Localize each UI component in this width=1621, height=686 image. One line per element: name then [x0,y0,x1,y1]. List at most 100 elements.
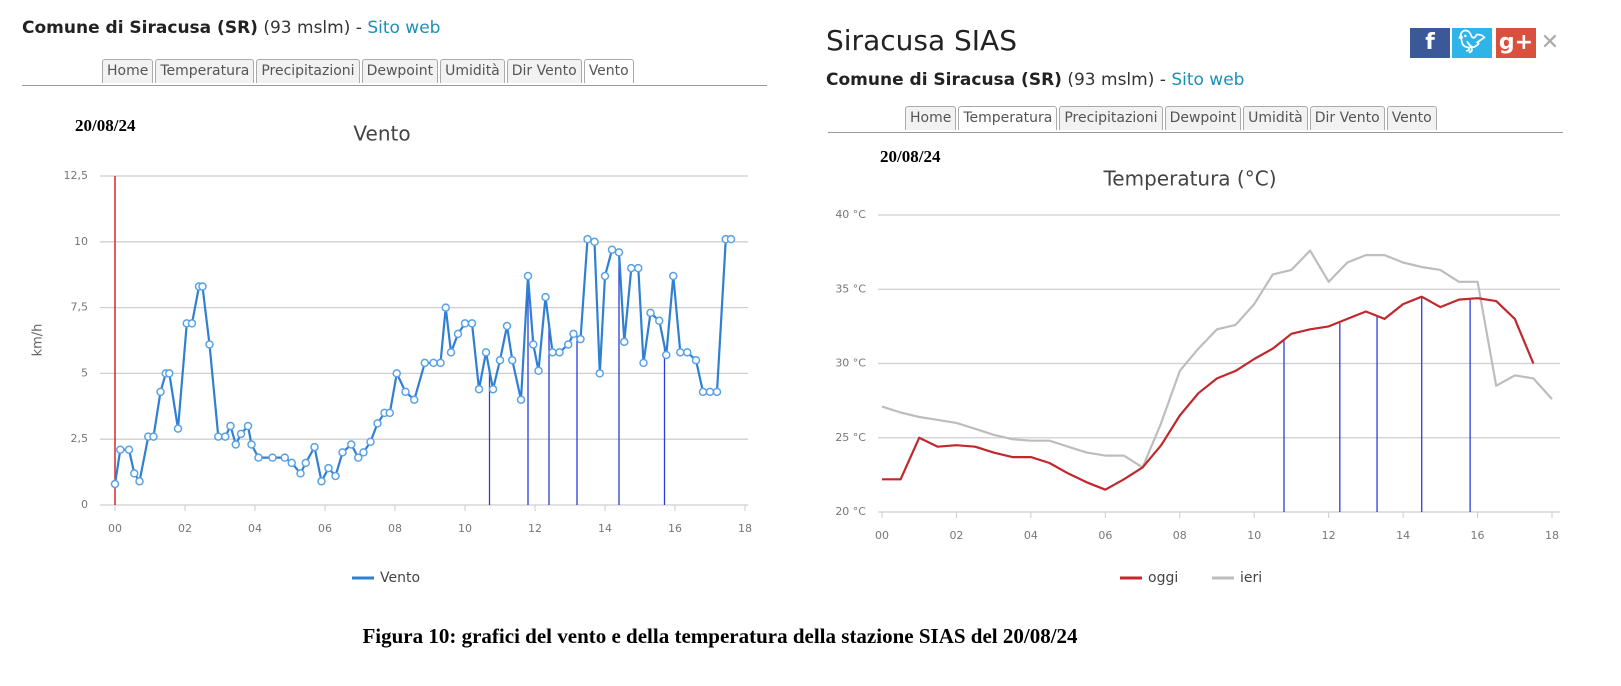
point-marker [620,337,629,347]
x-tick-label: 04 [248,522,262,535]
point-marker [655,316,664,326]
close-icon[interactable]: ✕ [1540,30,1560,55]
site-link[interactable]: Sito web [367,18,441,38]
point-marker [214,432,223,441]
point-marker [683,348,692,357]
point-marker [600,271,610,281]
x-tick-label: 06 [1098,529,1112,542]
point-marker [254,453,263,462]
x-tick-label: 10 [458,522,472,535]
legend-label: oggi [1148,570,1178,586]
point-marker [124,445,134,454]
point-marker [508,355,517,365]
right-header: Comune di Siracusa (SR) (93 mslm) - Sito… [826,70,1244,90]
tab[interactable]: Home [905,106,957,130]
x-tick-label: 00 [108,522,122,535]
point-marker [583,234,592,244]
x-tick-label: 08 [1173,529,1187,542]
point-marker [646,308,655,318]
tab[interactable]: Temperatura [155,59,255,83]
tab-bar: Home Temperatura Precipitazioni Dewpoint Umi… [905,106,1437,130]
point-marker [236,429,246,439]
tab[interactable]: Vento [583,59,634,83]
point-marker [392,369,401,378]
point-marker [555,348,564,357]
y-tick-label: 10 [74,235,88,248]
tab[interactable]: Precipitazioni [1059,106,1163,130]
point-marker [726,234,736,244]
y-tick-label: 20 °C [835,505,866,518]
point-marker [221,432,230,441]
point-marker [446,348,456,357]
tab[interactable]: Umidità [440,59,505,83]
y-tick-label: 30 °C [835,357,866,370]
y-tick-label: 7,5 [71,301,89,314]
tab[interactable]: Home [102,59,154,83]
x-tick-label: 16 [1471,529,1485,542]
point-marker [576,334,585,344]
point-marker [268,453,277,462]
point-marker [534,366,543,376]
tab[interactable]: Dewpoint [1164,106,1242,130]
point-marker [280,453,289,462]
tab[interactable]: Precipitazioni [256,59,360,83]
point-marker [420,358,429,368]
charts: Vento 20/08/24 km/h 0 2,5 5 7,5 10 12,5 00 02 04 06 0… [31,116,1560,586]
x-tick-label: 14 [1396,529,1410,542]
point-marker [149,432,158,441]
facebook-icon[interactable]: f [1410,28,1450,58]
point-marker [614,248,624,257]
x-tick-label: 18 [1545,529,1559,542]
point-marker [541,292,550,302]
y-tick-label: 5 [81,366,88,379]
legend-label: ieri [1240,570,1262,586]
point-marker [607,245,617,254]
y-tick-label: 25 °C [835,431,866,444]
tab[interactable]: Temperatura [958,106,1058,130]
tab[interactable]: Dir Vento [1309,106,1385,130]
point-marker [301,458,310,468]
point-marker [296,469,305,478]
gplus-icon[interactable]: g+ [1496,28,1536,58]
twitter-icon[interactable]: 🐦︎ [1452,28,1492,58]
tab[interactable]: Dewpoint [361,59,439,83]
tab-rule [22,85,767,86]
point-marker [712,387,722,397]
y-tick-label: 35 °C [835,282,866,295]
left-header: Comune di Siracusa (SR) (93 mslm) - Sito… [22,18,440,38]
y-tick-label: 12,5 [64,169,89,182]
altitude: (93 mslm) [1067,70,1155,90]
tab[interactable]: Umidità [1243,106,1308,130]
site-link[interactable]: Sito web [1171,70,1245,90]
point-marker [243,421,253,431]
point-marker [523,271,533,281]
point-marker [453,329,463,339]
point-marker [691,355,701,365]
x-tick-label: 14 [598,522,612,535]
point-marker [165,369,174,378]
x-tick-label: 12 [1322,529,1336,542]
point-marker [116,445,125,454]
series-line [113,238,731,485]
point-marker [187,319,197,328]
point-marker [698,387,708,397]
y-tick-label: 40 °C [835,208,866,221]
point-marker [347,440,356,449]
point-marker [662,350,671,360]
tab[interactable]: Dir Vento [506,59,582,83]
point-marker [474,384,484,394]
chart-date: 20/08/24 [75,116,136,135]
point-marker [173,424,183,433]
point-marker [373,419,382,428]
point-marker [247,440,256,449]
point-marker [317,477,326,486]
point-marker [385,408,394,418]
tab-rule [828,132,1563,133]
x-tick-label: 12 [528,522,542,535]
point-marker [669,271,678,281]
point-marker [359,448,368,457]
x-tick-label: 16 [668,522,682,535]
tab[interactable]: Vento [1386,106,1437,130]
point-marker [467,319,477,328]
